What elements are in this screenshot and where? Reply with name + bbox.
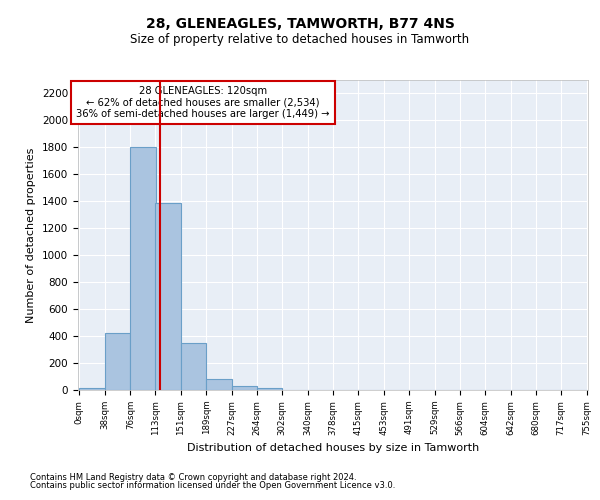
Bar [232,386,257,390]
Bar [181,343,206,390]
Text: Contains public sector information licensed under the Open Government Licence v3: Contains public sector information licen… [30,481,395,490]
Bar [206,379,232,390]
Bar [130,148,156,390]
Bar [257,388,282,390]
Bar [155,202,181,390]
Text: Size of property relative to detached houses in Tamworth: Size of property relative to detached ho… [130,32,470,46]
X-axis label: Distribution of detached houses by size in Tamworth: Distribution of detached houses by size … [187,443,479,453]
Bar [79,388,105,390]
Text: 28, GLENEAGLES, TAMWORTH, B77 4NS: 28, GLENEAGLES, TAMWORTH, B77 4NS [146,18,454,32]
Y-axis label: Number of detached properties: Number of detached properties [26,148,37,322]
Bar [105,334,130,390]
Text: Contains HM Land Registry data © Crown copyright and database right 2024.: Contains HM Land Registry data © Crown c… [30,472,356,482]
Text: 28 GLENEAGLES: 120sqm
← 62% of detached houses are smaller (2,534)
36% of semi-d: 28 GLENEAGLES: 120sqm ← 62% of detached … [76,86,330,120]
